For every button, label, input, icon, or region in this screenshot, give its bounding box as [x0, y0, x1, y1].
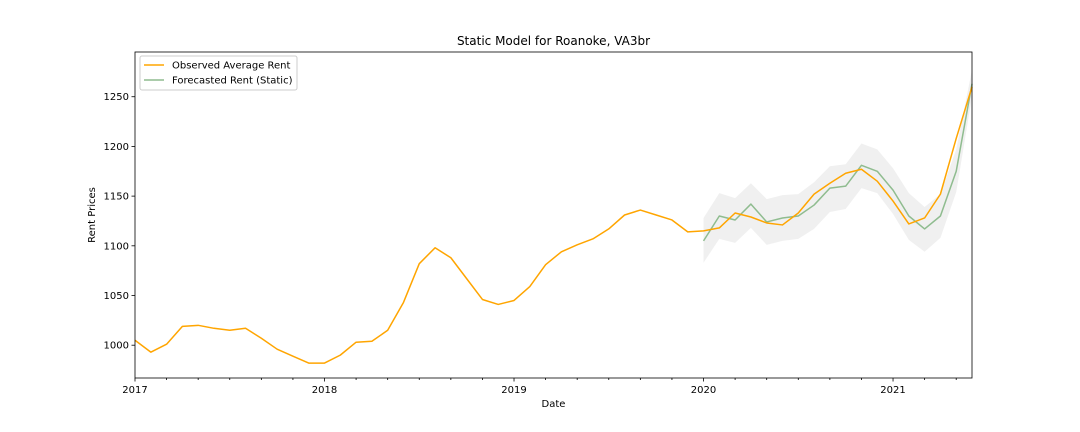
- series-line-layer: [134, 83, 973, 364]
- x-tick-label: 2018: [312, 385, 337, 396]
- observed-rent-line: [134, 86, 973, 364]
- plot-area-frame: [134, 51, 973, 379]
- legend-box: [139, 55, 298, 91]
- legend: Observed Average Rent Forecasted Rent (S…: [139, 55, 298, 91]
- x-axis-ticks: 2017 2018 2019 2020 2021: [122, 378, 957, 396]
- y-tick-label: 1200: [104, 142, 129, 153]
- x-tick-label: 2019: [501, 385, 526, 396]
- y-tick-label: 1250: [104, 92, 129, 103]
- x-tick-label: 2017: [122, 385, 147, 396]
- legend-label-observed: Observed Average Rent: [172, 61, 291, 72]
- confidence-band-1: [703, 69, 972, 263]
- y-tick-label: 1100: [104, 241, 129, 252]
- y-tick-label: 1050: [104, 291, 129, 302]
- x-axis-label: Date: [542, 399, 566, 410]
- x-tick-label: 2020: [691, 385, 716, 396]
- y-tick-label: 1000: [104, 341, 129, 352]
- confidence-band-layer: [703, 69, 972, 263]
- chart-title: Static Model for Roanoke, VA3br: [457, 34, 650, 48]
- legend-label-forecast: Forecasted Rent (Static): [172, 76, 293, 87]
- y-tick-label: 1150: [104, 192, 129, 203]
- y-axis-label: Rent Prices: [87, 187, 98, 243]
- x-tick-label: 2021: [880, 385, 905, 396]
- y-axis-ticks: 1000 1050 1100 1150 1200 1250: [104, 92, 135, 352]
- forecast-rent-line: [702, 83, 973, 242]
